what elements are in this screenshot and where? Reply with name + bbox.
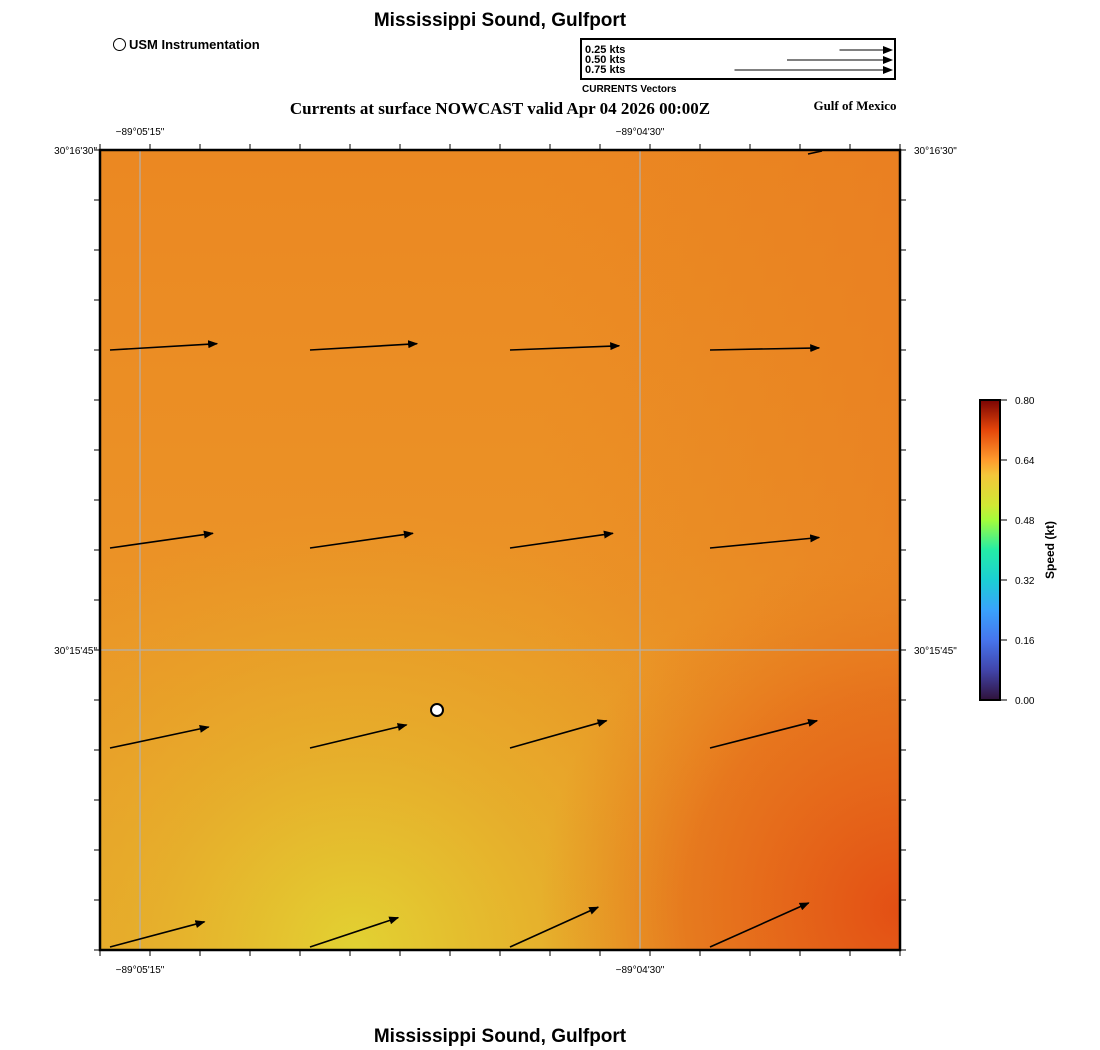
- current-vector-arrow: [309, 530, 414, 549]
- map-title-bottom: Mississippi Sound, Gulfport: [373, 1026, 627, 1047]
- current-vector-arrow: [509, 719, 608, 749]
- current-vector-arrow: [309, 916, 400, 948]
- current-vector-arrow: [509, 530, 614, 549]
- station-marker-icon: [113, 38, 126, 51]
- lon-tick-bottom-1: −89°04'30": [616, 965, 665, 976]
- map-subtitle: Currents at surface NOWCAST valid Apr 04…: [289, 99, 711, 118]
- colorbar-tick-0: 0.80: [1015, 396, 1035, 407]
- lon-tick-top-0: −89°05'15": [116, 127, 165, 138]
- vector-legend-label-1: 0.50 kts: [585, 54, 625, 66]
- map-title-top: Mississippi Sound, Gulfport: [373, 10, 627, 31]
- colorbar-tick-4: 0.16: [1015, 636, 1035, 647]
- current-vector-arrow: [709, 902, 810, 948]
- current-vector-arrow: [109, 340, 219, 351]
- current-vector-arrow: [509, 342, 621, 351]
- lat-tick-left-1: 30°15'45": [54, 646, 97, 657]
- station-legend: USM Instrumentation: [113, 37, 260, 52]
- frame-ticks: [94, 144, 906, 956]
- current-vector-arrow: [109, 920, 206, 948]
- current-vector-arrow: [709, 344, 821, 353]
- vector-legend-caption: CURRENTS Vectors: [582, 84, 677, 95]
- current-vector-arrow: [709, 719, 819, 749]
- current-vector-arrow-clipped: [807, 150, 823, 155]
- station-marker[interactable]: [430, 703, 444, 717]
- colorbar-title: Speed (kt): [1043, 521, 1057, 579]
- colorbar-tick-1: 0.64: [1015, 456, 1035, 467]
- lat-tick-left-0: 30°16'30": [54, 146, 97, 157]
- station-legend-label: USM Instrumentation: [129, 37, 260, 52]
- current-vector-arrow: [709, 534, 821, 549]
- vector-legend-box: 0.25 kts 0.50 kts 0.75 kts: [580, 38, 896, 80]
- lon-tick-bottom-0: −89°05'15": [116, 965, 165, 976]
- vector-legend-label-0: 0.25 kts: [585, 44, 625, 56]
- current-vector-arrow: [109, 530, 214, 549]
- speed-field: [100, 150, 900, 950]
- vector-legend-label-2: 0.75 kts: [585, 64, 625, 76]
- colorbar-tick-3: 0.32: [1015, 576, 1035, 587]
- current-vector-arrow: [109, 724, 210, 749]
- lon-tick-top-1: −89°04'30": [616, 127, 665, 138]
- colorbar-tick-5: 0.00: [1015, 696, 1035, 707]
- current-vector-arrow: [509, 906, 600, 948]
- colorbar-tick-2: 0.48: [1015, 516, 1035, 527]
- lat-tick-right-1: 30°15'45": [914, 646, 957, 657]
- graticule: [100, 150, 900, 950]
- lat-tick-right-0: 30°16'30": [914, 146, 957, 157]
- region-label: Gulf of Mexico: [813, 98, 897, 113]
- colorbar: 0.80 0.64 0.48 0.32 0.16 0.00 Speed (kt): [979, 396, 1057, 707]
- current-vectors: [109, 150, 823, 948]
- current-vector-arrow: [309, 340, 419, 351]
- current-vector-arrow: [309, 723, 408, 749]
